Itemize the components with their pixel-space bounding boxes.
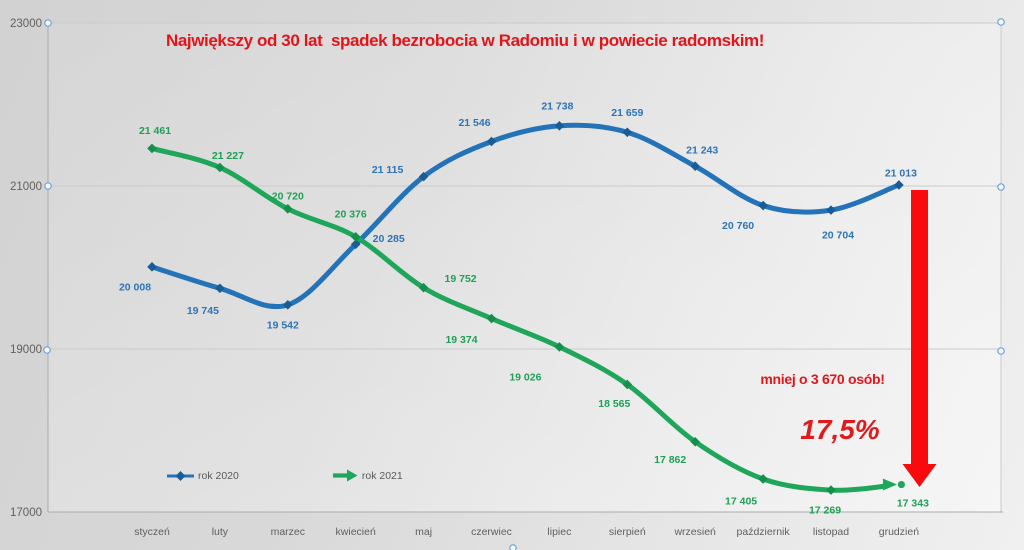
x-axis-tick-label: październik — [737, 526, 791, 538]
data-point-marker[interactable] — [282, 204, 293, 214]
annotation-less-by: mniej o 3 670 osób! — [760, 371, 885, 387]
data-label: 17 343 — [897, 498, 929, 510]
data-point-marker[interactable] — [554, 121, 565, 131]
data-point-marker[interactable] — [690, 436, 701, 447]
selection-handle[interactable] — [44, 19, 52, 27]
y-axis-tick-label: 21000 — [10, 181, 42, 193]
data-label: 21 115 — [372, 164, 404, 176]
data-label: 17 405 — [725, 495, 757, 507]
data-point-marker[interactable] — [758, 474, 768, 484]
data-label: 20 760 — [722, 220, 754, 232]
data-label: 20 704 — [822, 230, 854, 242]
legend-label-rok-2021: rok 2021 — [361, 469, 403, 482]
plot-area-background — [48, 23, 1001, 512]
data-point-marker[interactable] — [350, 239, 361, 250]
data-point-marker[interactable] — [418, 171, 429, 182]
x-axis-tick-label: marzec — [271, 526, 305, 538]
data-label: 19 745 — [187, 305, 219, 317]
data-label: 20 285 — [373, 233, 405, 245]
series-end-arrowhead — [882, 478, 897, 491]
data-point-marker[interactable] — [486, 313, 497, 324]
data-label: 20 008 — [119, 281, 151, 293]
y-axis-tick-label: 17000 — [10, 507, 42, 519]
selection-handle[interactable] — [43, 346, 51, 354]
selection-handle[interactable] — [997, 18, 1005, 26]
series-end-dot — [897, 480, 906, 489]
x-axis-tick-label: listopad — [813, 526, 849, 538]
data-label: 20 720 — [272, 190, 304, 202]
data-point-marker[interactable] — [690, 161, 701, 172]
selection-handle[interactable] — [997, 347, 1005, 355]
data-point-marker[interactable] — [554, 342, 565, 352]
arrow-right-icon — [332, 469, 358, 482]
x-axis-tick-label: lipiec — [547, 526, 571, 538]
data-point-marker[interactable] — [147, 143, 157, 154]
data-point-marker[interactable] — [622, 127, 633, 138]
x-axis-tick-label: wrzesień — [673, 526, 716, 538]
data-point-marker[interactable] — [147, 262, 157, 272]
x-axis-tick-label: grudzień — [879, 526, 919, 538]
x-axis-tick-label: czerwiec — [471, 526, 512, 538]
data-point-marker[interactable] — [215, 162, 225, 173]
x-axis-tick-label: luty — [212, 526, 229, 538]
legend-item-rok-2020[interactable]: rok 2020 — [167, 470, 239, 482]
data-label: 17 269 — [809, 505, 841, 517]
legend-item-rok-2021[interactable]: rok 2021 — [332, 469, 403, 482]
x-axis-tick-label: kwiecień — [336, 526, 376, 538]
selection-handle[interactable] — [997, 183, 1005, 191]
data-label: 21 546 — [458, 117, 490, 129]
data-label: 19 374 — [445, 334, 477, 346]
x-axis-tick-label: maj — [415, 526, 432, 538]
data-label: 21 461 — [139, 125, 171, 137]
data-label: 21 013 — [885, 167, 917, 179]
y-axis-tick-label: 19000 — [10, 344, 42, 356]
data-point-marker[interactable] — [215, 283, 225, 294]
annotation-percent: 17,5% — [800, 414, 880, 445]
data-label: 21 227 — [212, 150, 244, 162]
data-label: 21 243 — [686, 145, 718, 157]
x-axis-tick-label: sierpień — [609, 526, 646, 538]
data-label: 21 738 — [541, 100, 573, 112]
data-point-marker[interactable] — [350, 232, 361, 242]
selection-handle[interactable] — [44, 182, 52, 190]
data-label: 18 565 — [598, 398, 630, 410]
x-axis-tick-label: styczeń — [134, 526, 170, 538]
data-label: 17 862 — [654, 454, 686, 466]
data-point-marker[interactable] — [826, 485, 836, 495]
selection-handle[interactable] — [509, 544, 517, 550]
data-point-marker[interactable] — [758, 200, 768, 211]
legend: rok 2020 rok 2021 — [167, 469, 403, 482]
data-label: 19 542 — [267, 319, 299, 331]
data-point-marker[interactable] — [486, 136, 497, 147]
line-diamond-marker-icon — [167, 470, 194, 481]
decline-arrow — [902, 190, 937, 487]
chart-title: Największy od 30 lat spadek bezrobocia w… — [165, 31, 765, 50]
data-label: 19 752 — [445, 273, 477, 285]
data-label: 20 376 — [335, 208, 367, 220]
data-label: 19 026 — [509, 371, 541, 383]
data-label: 21 659 — [611, 107, 643, 119]
legend-label-rok-2020: rok 2020 — [198, 469, 239, 482]
y-axis-tick-label: 23000 — [10, 18, 42, 30]
data-point-marker[interactable] — [826, 205, 836, 215]
